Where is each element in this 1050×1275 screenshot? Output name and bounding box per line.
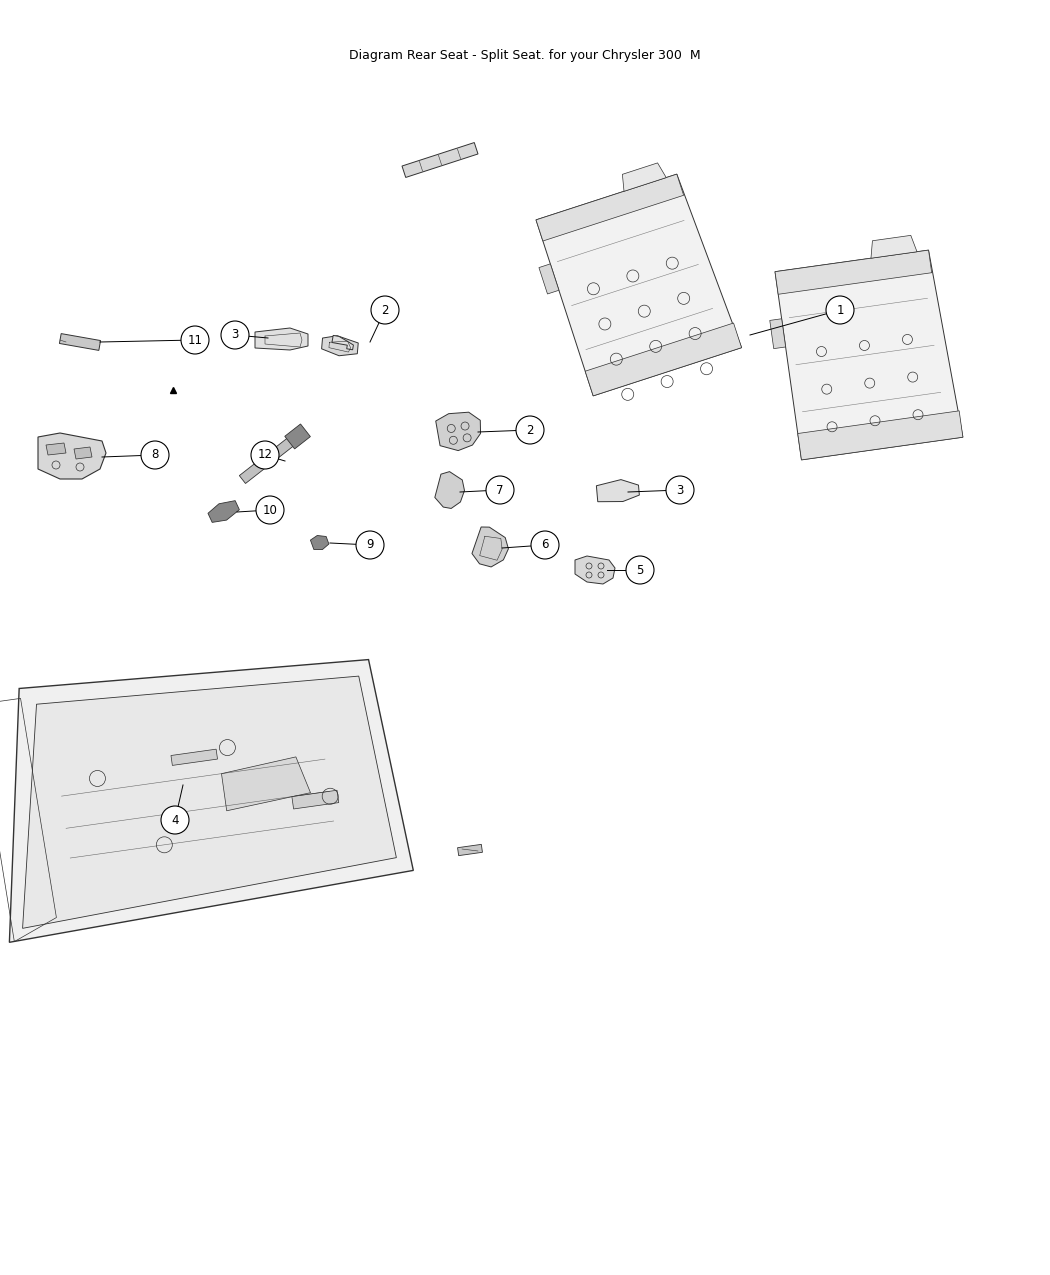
Circle shape [371,296,399,324]
Circle shape [181,326,209,354]
Polygon shape [402,143,478,177]
Text: 6: 6 [541,538,549,552]
Polygon shape [596,479,639,502]
Polygon shape [23,676,396,928]
Polygon shape [332,335,354,349]
Circle shape [826,296,854,324]
Polygon shape [623,163,667,191]
Text: Diagram Rear Seat - Split Seat. for your Chrysler 300  M: Diagram Rear Seat - Split Seat. for your… [350,48,700,61]
Circle shape [256,496,284,524]
Polygon shape [60,334,101,351]
Polygon shape [775,250,963,460]
Circle shape [486,476,514,504]
Text: 9: 9 [366,538,374,552]
Circle shape [516,416,544,444]
Polygon shape [436,412,481,450]
Polygon shape [222,757,311,811]
Text: 3: 3 [231,329,238,342]
Circle shape [251,441,279,469]
Polygon shape [311,536,329,550]
Text: 2: 2 [381,303,388,316]
Circle shape [141,441,169,469]
Polygon shape [74,448,92,459]
Polygon shape [537,175,684,241]
Polygon shape [321,335,358,356]
Polygon shape [537,175,741,395]
Polygon shape [471,527,508,567]
Text: 5: 5 [636,564,644,576]
Polygon shape [775,250,931,295]
Polygon shape [575,556,615,584]
Text: 1: 1 [836,303,844,316]
Text: 3: 3 [676,483,684,496]
Polygon shape [539,264,559,295]
Polygon shape [870,236,917,259]
Polygon shape [435,472,464,509]
Text: 8: 8 [151,449,159,462]
Polygon shape [255,328,308,351]
Polygon shape [46,442,66,455]
Polygon shape [798,411,963,460]
Polygon shape [292,790,339,808]
Text: 11: 11 [188,334,203,347]
Text: 7: 7 [497,483,504,496]
Polygon shape [585,323,741,395]
Polygon shape [770,319,785,348]
Polygon shape [239,432,300,483]
Circle shape [161,806,189,834]
Polygon shape [285,425,311,449]
Circle shape [666,476,694,504]
Text: 12: 12 [257,449,273,462]
Text: 10: 10 [262,504,277,516]
Polygon shape [171,750,217,765]
Circle shape [356,530,384,558]
Circle shape [626,556,654,584]
Polygon shape [208,501,239,523]
Polygon shape [9,659,414,942]
Text: 2: 2 [526,423,533,436]
Polygon shape [38,434,106,479]
Polygon shape [458,844,482,856]
Text: 4: 4 [171,813,178,826]
Circle shape [531,530,559,558]
Circle shape [220,321,249,349]
